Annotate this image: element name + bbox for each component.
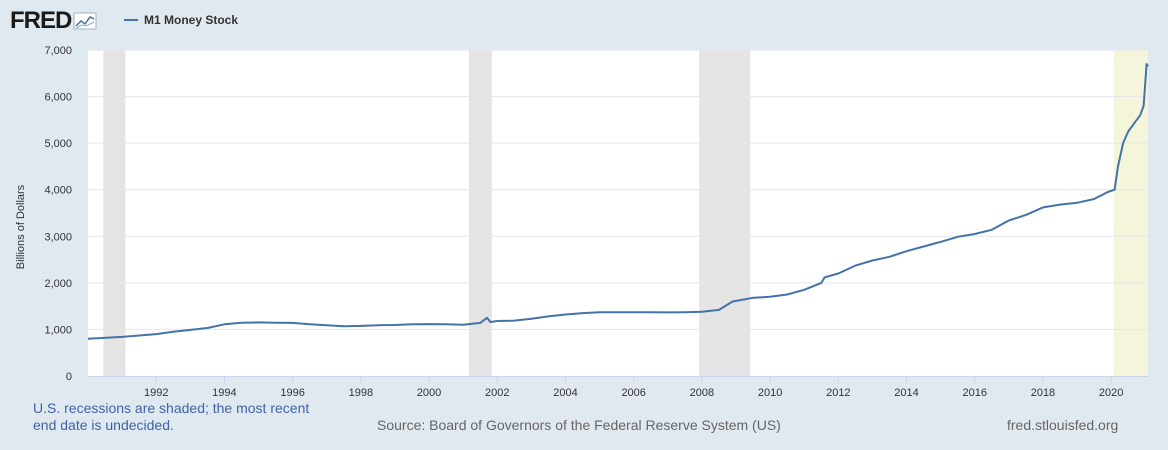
y-tick-label: 3,000	[44, 231, 72, 243]
y-tick-label: 5,000	[44, 138, 72, 150]
x-axis: 1992 1994 1996 1998 2000 2002 2004 2006 2008 2010…	[88, 376, 1148, 399]
legend: M1 Money Stock	[124, 13, 238, 27]
y-tick-label: 4,000	[44, 185, 72, 197]
chart-logo-icon	[73, 12, 97, 30]
x-tick-label: 1996	[280, 387, 304, 399]
recession-bands	[103, 50, 1148, 376]
y-axis-label: Billions of Dollars	[15, 184, 27, 269]
site-link[interactable]: fred.stlouisfed.org	[1007, 417, 1119, 433]
x-tick-label: 2018	[1031, 387, 1055, 399]
y-tick-label: 6,000	[44, 92, 72, 104]
x-tick-label: 1998	[349, 387, 373, 399]
recession-band	[468, 50, 492, 376]
plot-background	[88, 50, 1148, 376]
recession-band-ongoing	[1113, 50, 1148, 376]
fred-logo[interactable]: FRED	[10, 8, 97, 34]
header: FRED M1 Money Stock	[0, 0, 1168, 40]
x-tick-label: 1994	[212, 387, 236, 399]
x-tick-label: 2016	[963, 387, 987, 399]
recession-band	[699, 50, 751, 376]
x-tick-label: 2000	[417, 387, 441, 399]
x-tick-label: 2010	[758, 387, 782, 399]
chart-area: 0 1,000 2,000 3,000 4,000 5,000 6,000 7,000 199…	[44, 45, 1149, 399]
source-note: Source: Board of Governors of the Federa…	[377, 417, 781, 433]
series-line-m1-money-stock	[87, 63, 1149, 340]
x-tick-label: 2004	[553, 387, 577, 399]
x-tick-label: 1992	[144, 387, 168, 399]
series-group	[87, 63, 1149, 340]
y-tick-label: 2,000	[44, 278, 72, 290]
x-tick-label: 2012	[826, 387, 850, 399]
y-tick-label: 0	[66, 371, 72, 383]
recession-note: U.S. recessions are shaded; the most rec…	[33, 400, 310, 433]
y-axis-label-wrap: Billions of Dollars	[15, 184, 27, 269]
x-tick-label: 2002	[485, 387, 509, 399]
x-tick-label: 2006	[621, 387, 645, 399]
x-tick-label: 2020	[1099, 387, 1123, 399]
x-tick-label: 2014	[894, 387, 918, 399]
legend-label: M1 Money Stock	[144, 13, 239, 27]
y-axis: 0 1,000 2,000 3,000 4,000 5,000 6,000 7,000	[44, 45, 72, 383]
gridlines	[88, 49, 1148, 330]
legend-swatch	[124, 19, 138, 21]
x-tick-label: 2008	[690, 387, 714, 399]
logo-text: FRED	[10, 7, 72, 34]
recession-band	[103, 50, 126, 376]
y-tick-label: 7,000	[44, 45, 72, 57]
y-tick-label: 1,000	[44, 324, 72, 336]
